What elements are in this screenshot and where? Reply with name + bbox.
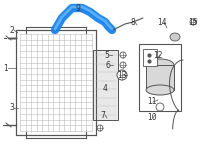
FancyBboxPatch shape — [16, 30, 96, 135]
Ellipse shape — [146, 59, 174, 71]
Circle shape — [120, 62, 126, 68]
Ellipse shape — [170, 33, 180, 41]
FancyBboxPatch shape — [143, 49, 157, 66]
FancyBboxPatch shape — [139, 44, 181, 111]
Circle shape — [156, 103, 164, 111]
FancyBboxPatch shape — [146, 65, 174, 90]
Circle shape — [120, 52, 126, 58]
Text: 11: 11 — [147, 97, 157, 106]
Text: 5: 5 — [105, 51, 109, 60]
Text: 3: 3 — [10, 103, 14, 112]
Text: 6: 6 — [106, 61, 110, 70]
FancyBboxPatch shape — [93, 50, 118, 120]
Circle shape — [190, 19, 196, 25]
Text: 4: 4 — [103, 83, 107, 92]
Circle shape — [97, 125, 103, 131]
Text: 10: 10 — [147, 113, 157, 122]
Ellipse shape — [146, 85, 174, 95]
Text: 2: 2 — [10, 25, 14, 35]
Circle shape — [117, 70, 127, 80]
Text: 8: 8 — [131, 17, 135, 26]
Text: 1: 1 — [4, 64, 8, 72]
Text: 12: 12 — [153, 51, 163, 60]
Text: 13: 13 — [117, 71, 127, 80]
Text: 9: 9 — [76, 4, 80, 12]
Text: 15: 15 — [188, 17, 198, 26]
Text: 14: 14 — [157, 17, 167, 26]
Text: 7: 7 — [101, 111, 105, 120]
